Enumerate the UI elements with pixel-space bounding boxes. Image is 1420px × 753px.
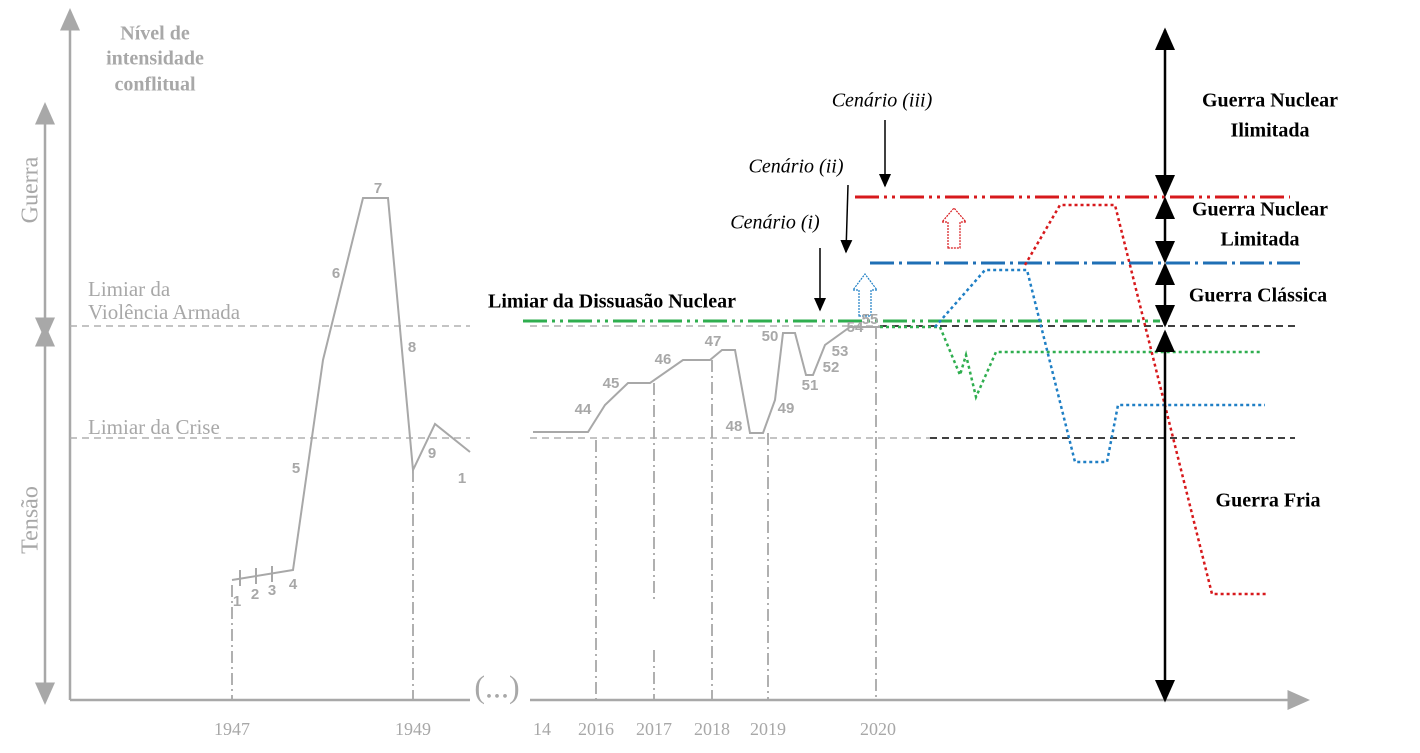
point-label: 44 bbox=[575, 401, 592, 418]
x-label: 1949 bbox=[395, 719, 431, 739]
point-label: 55 bbox=[862, 311, 879, 328]
axis-title: intensidade bbox=[106, 48, 204, 70]
point-label: 9 bbox=[428, 445, 436, 462]
point-label: 4 bbox=[289, 576, 298, 593]
point-label: 54 bbox=[847, 319, 864, 336]
x-label: 1947 bbox=[214, 719, 250, 739]
point-label: 52 bbox=[823, 359, 840, 376]
point-label: 53 bbox=[832, 343, 849, 360]
point-label: 6 bbox=[332, 265, 340, 282]
ellipsis: (...) bbox=[474, 668, 519, 704]
x-label: 2020 bbox=[860, 719, 896, 739]
x-label: 2018 bbox=[694, 719, 730, 739]
point-label: 1 bbox=[233, 593, 241, 610]
point-label: 46 bbox=[655, 351, 672, 368]
x-label: 14 bbox=[533, 719, 551, 739]
point-label: 1 bbox=[458, 470, 466, 487]
x-label: 2017 bbox=[636, 719, 672, 739]
point-label: 51 bbox=[802, 377, 819, 394]
axis-title: conflitual bbox=[114, 74, 196, 96]
zone-label: Limitada bbox=[1221, 229, 1300, 251]
point-label: 5 bbox=[292, 460, 300, 477]
zone-label: Guerra Nuclear bbox=[1202, 90, 1338, 112]
zone-label: Ilimitada bbox=[1231, 120, 1310, 142]
point-label: 45 bbox=[603, 375, 620, 392]
scenario-label: Cenário (iii) bbox=[832, 90, 933, 112]
band-label: Guerra bbox=[18, 156, 44, 223]
threshold-label: Limiar da bbox=[88, 277, 171, 301]
threshold-label: Limiar da Crise bbox=[88, 415, 220, 439]
zone-label: Guerra Fria bbox=[1216, 490, 1321, 512]
point-label: 47 bbox=[705, 333, 722, 350]
point-label: 3 bbox=[268, 582, 276, 599]
zone-label: Guerra Clássica bbox=[1189, 285, 1327, 307]
scenario-label: Cenário (ii) bbox=[749, 156, 844, 178]
axis-title: Nível de bbox=[120, 23, 190, 45]
zone-label: Guerra Nuclear bbox=[1192, 199, 1328, 221]
x-label: 2016 bbox=[578, 719, 614, 739]
layout bbox=[35, 8, 1310, 710]
band-label: Tensão bbox=[18, 486, 44, 554]
threshold-label: Violência Armada bbox=[88, 300, 241, 324]
scenario-label: Cenário (i) bbox=[730, 212, 820, 234]
x-label: 2019 bbox=[750, 719, 786, 739]
point-label: 50 bbox=[762, 328, 779, 345]
point-label: 49 bbox=[778, 400, 795, 417]
point-label: 48 bbox=[726, 418, 743, 435]
threshold-label: Limiar da Dissuasão Nuclear bbox=[488, 291, 736, 313]
point-label: 8 bbox=[408, 339, 416, 356]
point-label: 7 bbox=[374, 180, 382, 197]
point-label: 2 bbox=[251, 586, 259, 603]
